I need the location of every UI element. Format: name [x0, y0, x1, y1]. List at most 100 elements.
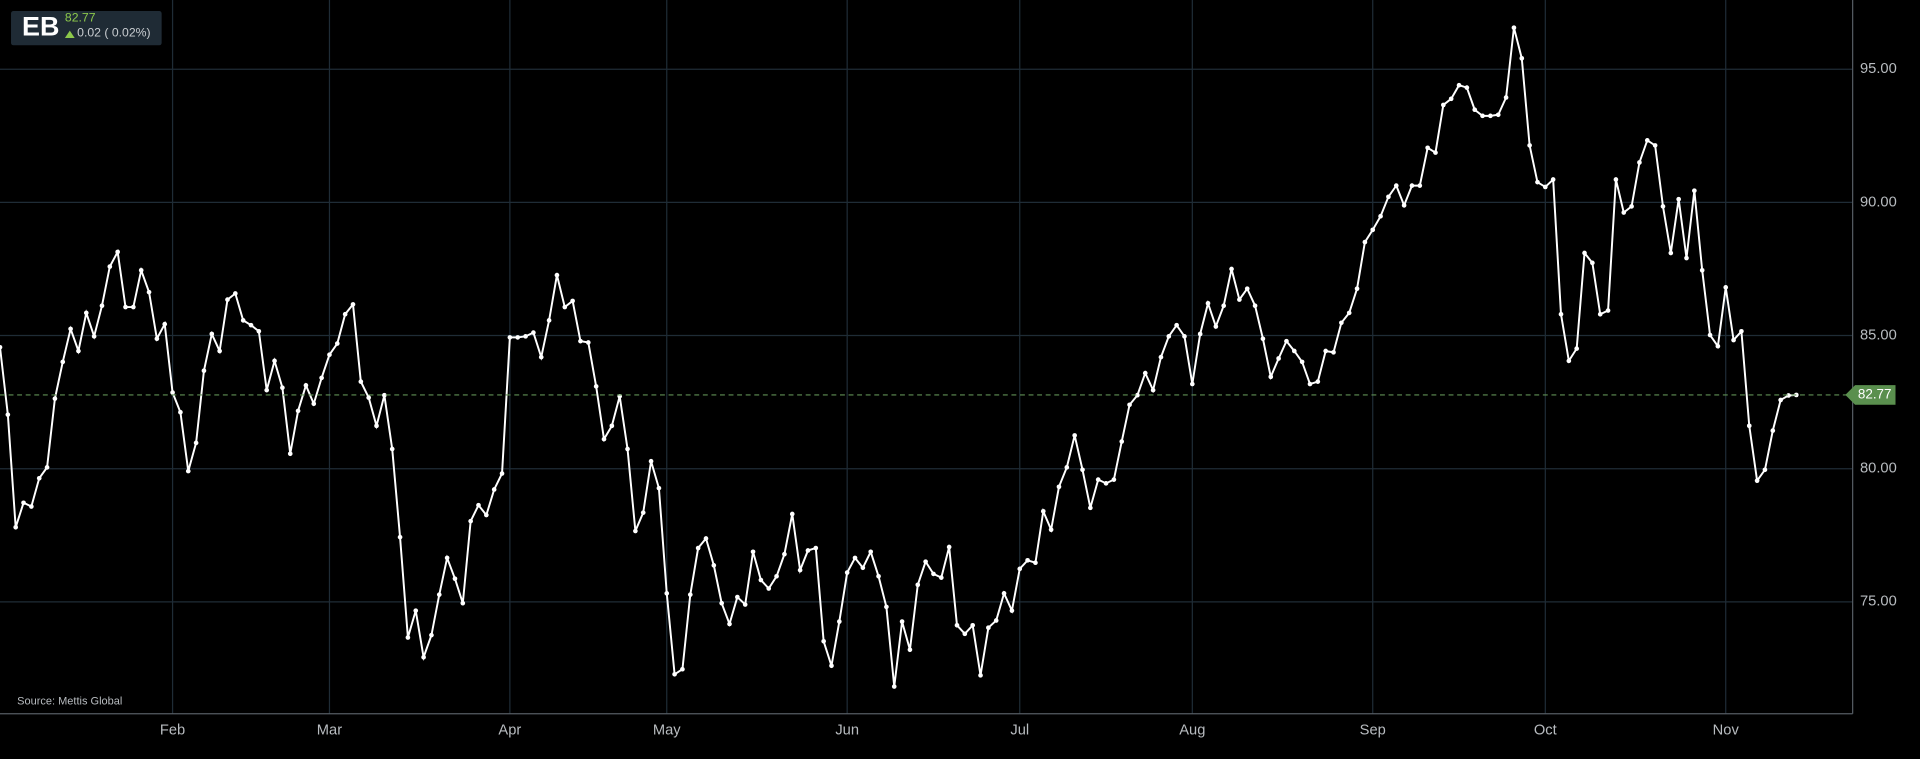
price: 82.77	[65, 11, 96, 25]
grid	[0, 0, 1853, 714]
point	[758, 577, 764, 583]
point	[1064, 465, 1070, 470]
point	[5, 412, 11, 417]
point	[52, 396, 58, 401]
point	[1644, 138, 1650, 143]
point	[193, 440, 199, 446]
point	[946, 544, 952, 550]
point	[648, 458, 654, 464]
point	[664, 591, 670, 596]
point	[1433, 150, 1438, 155]
point	[507, 335, 513, 340]
point	[421, 654, 426, 660]
point	[805, 548, 811, 553]
point	[311, 401, 317, 407]
point	[1362, 239, 1368, 245]
point	[1323, 348, 1328, 354]
point	[1692, 188, 1697, 194]
point	[1174, 322, 1179, 328]
point	[1088, 505, 1093, 511]
point	[970, 622, 976, 628]
point	[201, 368, 207, 374]
point	[1150, 387, 1156, 393]
point	[1197, 331, 1203, 337]
point	[1189, 381, 1195, 387]
point	[515, 335, 521, 340]
point	[868, 549, 874, 555]
point	[1127, 402, 1132, 408]
point	[233, 291, 238, 296]
point	[91, 334, 97, 339]
point	[844, 570, 850, 575]
point	[115, 249, 120, 255]
point	[1488, 113, 1493, 119]
point	[185, 468, 191, 474]
source: Source: Mettis Global	[17, 695, 122, 707]
point	[1213, 324, 1219, 329]
point	[68, 326, 73, 332]
point	[476, 502, 481, 508]
x-tick-label: May	[653, 723, 681, 739]
point	[1684, 255, 1689, 261]
point	[60, 359, 66, 365]
point	[1778, 397, 1783, 403]
point	[633, 528, 638, 534]
point	[358, 379, 364, 384]
point	[1739, 328, 1744, 334]
point	[1001, 591, 1007, 596]
point	[1315, 379, 1321, 384]
point	[1668, 250, 1674, 256]
point	[1786, 393, 1791, 398]
point	[1464, 85, 1470, 90]
point	[484, 512, 489, 518]
point	[1260, 336, 1266, 342]
point	[1409, 183, 1415, 188]
point	[21, 500, 26, 506]
quote-box-bg	[11, 11, 162, 46]
point	[766, 586, 772, 591]
point	[782, 551, 787, 557]
change: 0.02 ( 0.02%)	[77, 25, 150, 39]
point	[703, 536, 709, 541]
point	[1166, 334, 1172, 339]
point	[554, 272, 560, 278]
point	[1017, 566, 1023, 572]
x-tick-label: Jul	[1010, 723, 1029, 739]
point	[829, 663, 834, 669]
point	[264, 387, 270, 393]
point	[986, 625, 991, 631]
point	[1770, 428, 1776, 433]
point	[1111, 477, 1117, 482]
point	[1244, 286, 1250, 292]
x-tick-label: Aug	[1179, 723, 1205, 739]
point	[99, 303, 105, 309]
point	[256, 328, 262, 334]
x-tick-label: Sep	[1360, 723, 1386, 739]
point	[1699, 267, 1705, 273]
point	[1550, 177, 1556, 182]
point	[1378, 213, 1383, 219]
point	[978, 673, 983, 678]
point	[538, 354, 544, 360]
x-tick-label: Apr	[498, 723, 521, 739]
point	[1621, 210, 1627, 215]
point	[546, 318, 552, 323]
point	[154, 336, 160, 342]
point	[413, 608, 419, 613]
point	[1119, 439, 1125, 444]
point	[436, 592, 442, 597]
point	[1221, 303, 1227, 309]
point	[1527, 143, 1532, 148]
point	[907, 647, 913, 653]
last-price-tag	[1845, 385, 1896, 405]
point	[915, 582, 921, 588]
y-tick-label: 80.00	[1860, 461, 1897, 477]
point	[1331, 349, 1336, 355]
last-price-label: 82.77	[1858, 386, 1892, 401]
point	[1605, 308, 1611, 313]
point	[719, 600, 724, 606]
point	[821, 638, 826, 644]
point	[1393, 183, 1399, 188]
point	[491, 487, 497, 492]
point	[1456, 82, 1462, 88]
